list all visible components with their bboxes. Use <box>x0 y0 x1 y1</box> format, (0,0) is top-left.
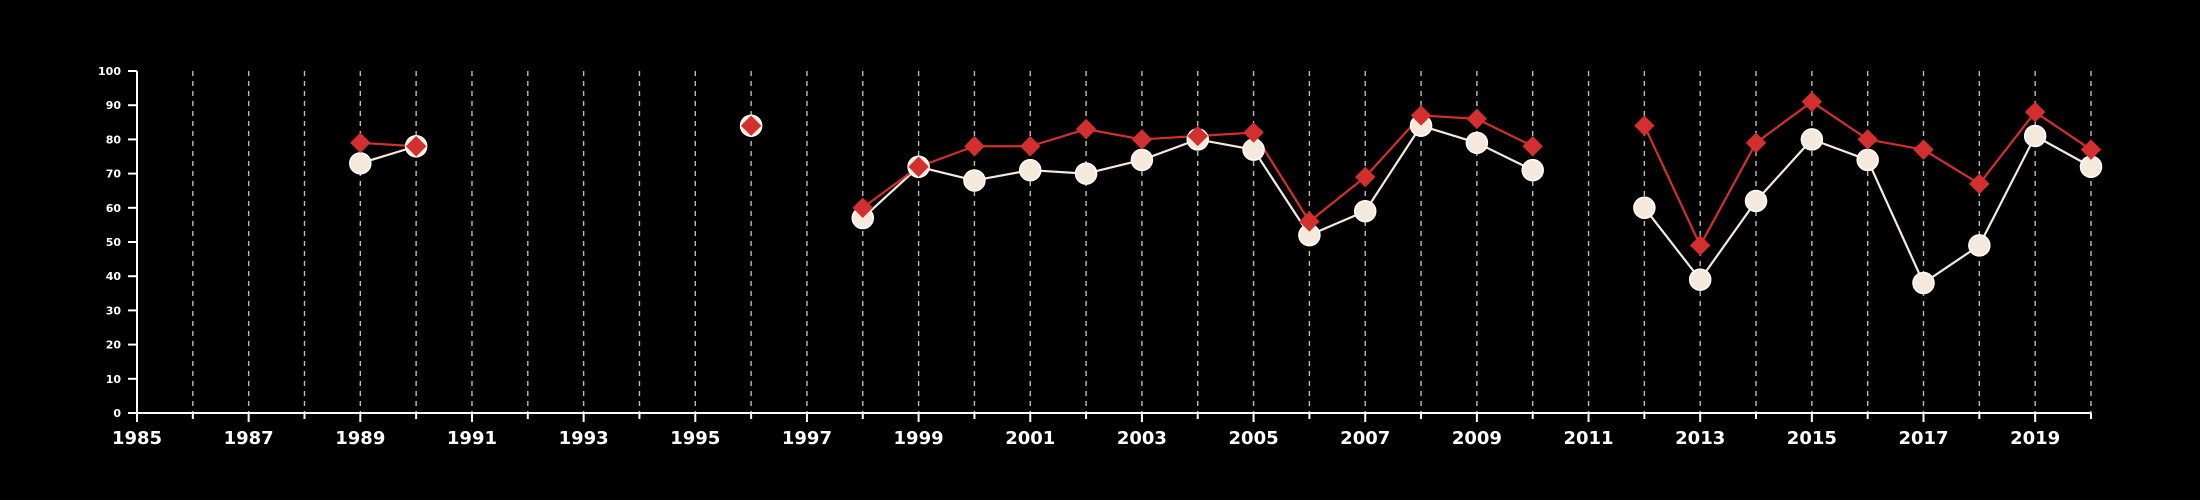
y-tick-label-40: 40 <box>106 270 122 283</box>
gridlines <box>192 71 2092 413</box>
series-2-point-2003 <box>1131 129 1153 150</box>
y-tick-label-0: 0 <box>113 407 121 420</box>
series-1-point-2019 <box>2023 124 2047 148</box>
x-tick-label-1991: 1991 <box>447 428 497 449</box>
series-2-point-2016 <box>1857 129 1878 150</box>
series-2-point-1990 <box>405 136 427 157</box>
x-tick-label-2009: 2009 <box>1452 428 1502 449</box>
x-tick-label-1993: 1993 <box>559 428 609 449</box>
series-2-point-2004 <box>1187 125 1208 147</box>
series-2-point-1998 <box>852 197 873 219</box>
series-2-point-1999 <box>908 156 929 177</box>
series-2-point-2012 <box>1634 115 1655 136</box>
series-1-point-1989 <box>349 152 372 175</box>
y-tick-label-60: 60 <box>106 202 122 215</box>
x-tick-label-1999: 1999 <box>894 428 944 449</box>
x-tick-label-1987: 1987 <box>224 428 274 449</box>
x-tick-label-2007: 2007 <box>1340 428 1390 449</box>
x-tick-label-2011: 2011 <box>1563 428 1613 449</box>
series-lines <box>359 100 2092 285</box>
series-1-point-2017 <box>1912 271 1935 295</box>
series-1-point-2013 <box>1688 268 1712 291</box>
series-1-point-2018 <box>1968 234 1991 257</box>
axes: 0 10 20 30 40 50 60 70 80 90 100 1985 1987 1989 1991 19… <box>98 65 2092 449</box>
y-tick-label-20: 20 <box>106 339 122 352</box>
series-1-point-2012 <box>1633 196 1656 220</box>
series-1-point-2015 <box>1800 128 1824 151</box>
x-tick-label-1989: 1989 <box>335 428 385 449</box>
series-1-point-2003 <box>1130 148 1154 172</box>
series-2-point-2008 <box>1410 105 1432 126</box>
series-2-point-2006 <box>1299 211 1320 232</box>
x-tick-label-2001: 2001 <box>1005 428 1055 449</box>
series-1-point-2000 <box>963 169 986 192</box>
x-tick-label-2019: 2019 <box>2010 428 2060 449</box>
series-1-point-2007 <box>1353 199 1377 223</box>
series-2-point-2001 <box>1020 136 1041 157</box>
y-tick-label-50: 50 <box>106 236 122 249</box>
series-1-point-2016 <box>1856 148 1879 172</box>
series-2-point-2017 <box>1913 139 1934 160</box>
series-2-point-2000 <box>964 136 985 157</box>
y-tick-label-100: 100 <box>98 65 121 78</box>
series-1-point-2009 <box>1465 131 1489 155</box>
series-2-point-1996 <box>740 115 762 136</box>
series-markers <box>349 91 2103 295</box>
series-2-point-2002 <box>1075 118 1097 140</box>
series-2-point-2005 <box>1243 122 1264 143</box>
y-tick-label-30: 30 <box>106 304 122 317</box>
x-tick-label-2005: 2005 <box>1229 428 1279 449</box>
series-1-point-2002 <box>1074 162 1098 185</box>
y-tick-label-80: 80 <box>106 133 122 146</box>
series-1-point-2010 <box>1521 158 1544 182</box>
x-tick-label-1995: 1995 <box>670 428 720 449</box>
series-2-point-2020 <box>2080 139 2102 160</box>
series-2-point-2019 <box>2024 101 2046 123</box>
x-tick-label-2015: 2015 <box>1787 428 1837 449</box>
series-2-point-2014 <box>1745 132 1767 154</box>
series-2-point-2009 <box>1466 108 1488 130</box>
series-1-point-2014 <box>1744 189 1768 213</box>
series-2-point-2015 <box>1801 91 1823 112</box>
y-tick-label-90: 90 <box>106 99 122 112</box>
y-tick-label-70: 70 <box>106 168 122 181</box>
series-1-point-2001 <box>1019 158 1042 182</box>
x-tick-label-2003: 2003 <box>1117 428 1167 449</box>
series-2-point-2018 <box>1969 173 1990 195</box>
y-tick-label-10: 10 <box>106 373 122 386</box>
x-tick-label-1985: 1985 <box>112 428 162 449</box>
x-tick-label-1997: 1997 <box>782 428 832 449</box>
series-2-point-2010 <box>1522 136 1543 157</box>
series-2-point-2007 <box>1355 166 1376 188</box>
series-2-point-2013 <box>1689 235 1711 256</box>
x-tick-label-2017: 2017 <box>1898 428 1948 449</box>
series-2-point-1989 <box>350 132 371 154</box>
x-tick-label-2013: 2013 <box>1675 428 1725 449</box>
